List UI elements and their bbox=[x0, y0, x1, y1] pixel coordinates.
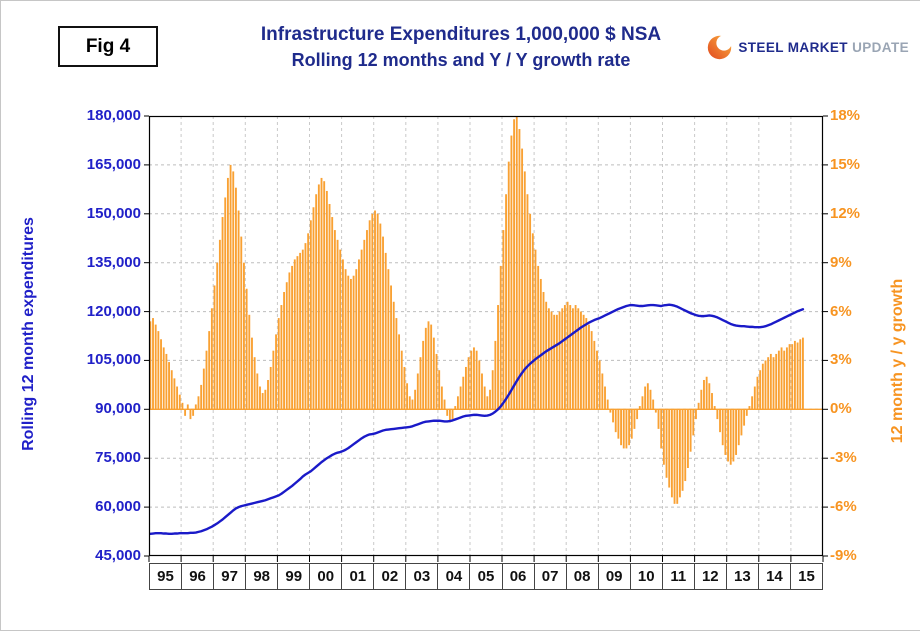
x-axis-year-label: 02 bbox=[373, 563, 407, 590]
gridlines bbox=[149, 116, 823, 556]
right-axis-tick: -3% bbox=[830, 449, 857, 467]
x-axis-year-label: 11 bbox=[661, 563, 695, 590]
x-axis-year-label: 98 bbox=[245, 563, 279, 590]
right-axis-tick: -9% bbox=[830, 547, 857, 564]
x-axis-year-label: 96 bbox=[181, 563, 215, 590]
x-axis-year-label: 15 bbox=[789, 563, 823, 590]
x-axis-year-label: 04 bbox=[437, 563, 471, 590]
left-axis-tick: 45,000 bbox=[95, 547, 141, 564]
left-axis-tick: 180,000 bbox=[86, 107, 141, 124]
chart-title-line2: Rolling 12 months and Y / Y growth rate bbox=[291, 49, 631, 70]
figure-label: Fig 4 bbox=[85, 35, 131, 57]
left-axis-tick: 90,000 bbox=[95, 400, 141, 418]
left-axis-tick: 135,000 bbox=[86, 253, 141, 271]
x-axis-year-label: 00 bbox=[309, 563, 343, 590]
steel-market-update-logo: STEEL MARKET UPDATE bbox=[706, 34, 909, 61]
chart-title: Infrastructure Expenditures 1,000,000 $ … bbox=[171, 22, 751, 72]
right-axis-tick: -6% bbox=[830, 498, 857, 516]
left-axis-tick: 105,000 bbox=[86, 351, 141, 369]
x-axis-year-label: 07 bbox=[533, 563, 567, 590]
right-axis-tick: 12% bbox=[830, 204, 861, 222]
right-axis-tick: 18% bbox=[830, 107, 861, 124]
expenditure-line bbox=[149, 303, 805, 536]
growth-bars bbox=[149, 116, 804, 504]
x-axis-year-label: 06 bbox=[501, 563, 535, 590]
x-axis-year-label: 08 bbox=[565, 563, 599, 590]
x-axis-year-label: 14 bbox=[757, 563, 791, 590]
left-axis-tick: 60,000 bbox=[95, 498, 141, 516]
x-axis-year-label: 01 bbox=[341, 563, 375, 590]
plot-border bbox=[148, 115, 824, 557]
x-axis-year-label: 95 bbox=[149, 563, 183, 590]
right-axis-tick: 0% bbox=[830, 400, 852, 418]
x-axis-year-label: 99 bbox=[277, 563, 311, 590]
left-axis-title: Rolling 12 month expenditures bbox=[20, 217, 37, 451]
chart-title-line1: Infrastructure Expenditures 1,000,000 $ … bbox=[260, 24, 662, 45]
x-axis-year-label: 03 bbox=[405, 563, 439, 590]
right-axis-tick: 9% bbox=[830, 253, 852, 271]
logo-text: STEEL MARKET UPDATE bbox=[738, 40, 909, 55]
x-axis-year-label: 13 bbox=[725, 563, 759, 590]
axis-ticks bbox=[144, 115, 828, 562]
left-axis-tick: 150,000 bbox=[86, 204, 141, 222]
right-axis-tick: 3% bbox=[830, 351, 852, 369]
x-axis-year-label: 05 bbox=[469, 563, 503, 590]
x-axis-year-label: 12 bbox=[693, 563, 727, 590]
logo-word-update: UPDATE bbox=[852, 40, 909, 55]
x-axis-year-label: 10 bbox=[629, 563, 663, 590]
logo-word-market: MARKET bbox=[787, 40, 848, 55]
logo-swoosh-icon bbox=[706, 34, 733, 61]
x-axis-year-label: 09 bbox=[597, 563, 631, 590]
logo-word-steel: STEEL bbox=[738, 40, 784, 55]
chart-plot-area bbox=[144, 115, 828, 562]
figure-label-box: Fig 4 bbox=[58, 26, 158, 67]
right-axis-title: 12 month y / y growth bbox=[889, 278, 906, 444]
x-axis-year-boxes: 95 96 97 98 99 00 01 02 03 04 05 06 07 08 09 10 11 12 13 14… bbox=[149, 563, 823, 590]
x-axis-year-label: 97 bbox=[213, 563, 247, 590]
left-axis-tick: 75,000 bbox=[95, 449, 141, 467]
right-axis-tick: 6% bbox=[830, 302, 852, 320]
right-axis-tick: 15% bbox=[830, 155, 861, 173]
left-axis-tick: 120,000 bbox=[86, 302, 141, 320]
left-axis-tick: 165,000 bbox=[86, 155, 141, 173]
